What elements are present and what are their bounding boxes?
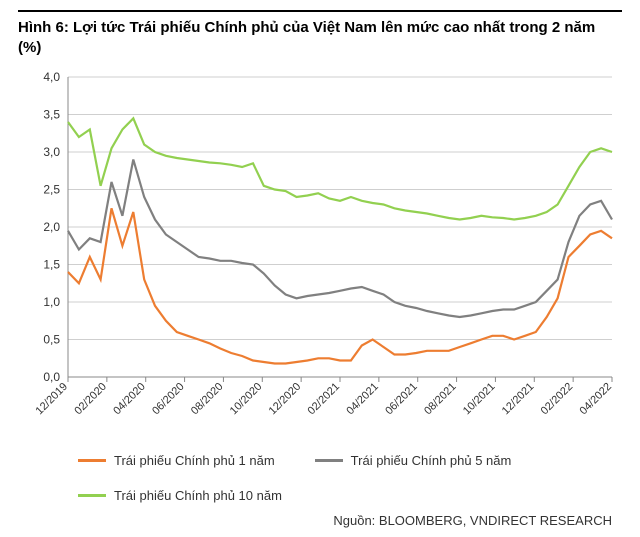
line-chart-svg: 0,00,51,01,52,02,53,03,54,012/201902/202… <box>18 67 622 447</box>
svg-text:02/2020: 02/2020 <box>72 380 109 417</box>
svg-text:10/2021: 10/2021 <box>461 380 498 417</box>
svg-text:0,5: 0,5 <box>43 332 60 346</box>
legend-swatch <box>315 459 343 462</box>
legend-swatch <box>78 459 106 462</box>
svg-text:06/2020: 06/2020 <box>150 380 187 417</box>
svg-text:02/2021: 02/2021 <box>306 380 343 417</box>
legend-label: Trái phiếu Chính phủ 10 năm <box>114 488 282 503</box>
svg-text:3,5: 3,5 <box>43 107 60 121</box>
svg-text:2,5: 2,5 <box>43 182 60 196</box>
chart-title: Hình 6: Lợi tức Trái phiếu Chính phủ của… <box>18 18 622 59</box>
svg-text:12/2021: 12/2021 <box>500 380 537 417</box>
legend-item: Trái phiếu Chính phủ 1 năm <box>78 453 275 468</box>
svg-text:0,0: 0,0 <box>43 370 60 384</box>
svg-text:2,0: 2,0 <box>43 220 60 234</box>
svg-text:02/2022: 02/2022 <box>539 380 576 417</box>
legend-item: Trái phiếu Chính phủ 10 năm <box>78 488 282 503</box>
chart-area: 0,00,51,01,52,02,53,03,54,012/201902/202… <box>18 67 622 447</box>
svg-text:1,0: 1,0 <box>43 295 60 309</box>
svg-text:08/2021: 08/2021 <box>422 380 459 417</box>
svg-text:04/2022: 04/2022 <box>578 380 615 417</box>
series-line <box>68 208 612 363</box>
svg-text:3,0: 3,0 <box>43 145 60 159</box>
svg-text:08/2020: 08/2020 <box>189 380 226 417</box>
legend-label: Trái phiếu Chính phủ 1 năm <box>114 453 275 468</box>
svg-text:12/2020: 12/2020 <box>267 380 304 417</box>
svg-text:06/2021: 06/2021 <box>383 380 420 417</box>
svg-text:12/2019: 12/2019 <box>34 380 71 417</box>
svg-text:4,0: 4,0 <box>43 70 60 84</box>
svg-text:10/2020: 10/2020 <box>228 380 265 417</box>
svg-text:1,5: 1,5 <box>43 257 60 271</box>
legend: Trái phiếu Chính phủ 1 năm Trái phiếu Chí… <box>78 453 622 503</box>
svg-text:04/2021: 04/2021 <box>344 380 381 417</box>
svg-text:04/2020: 04/2020 <box>111 380 148 417</box>
title-rule <box>18 10 622 12</box>
legend-swatch <box>78 494 106 497</box>
figure-container: Hình 6: Lợi tức Trái phiếu Chính phủ của… <box>0 0 640 537</box>
source-label: Nguồn: BLOOMBERG, VNDIRECT RESEARCH <box>18 513 622 528</box>
series-line <box>68 118 612 219</box>
legend-label: Trái phiếu Chính phủ 5 năm <box>351 453 512 468</box>
legend-item: Trái phiếu Chính phủ 5 năm <box>315 453 512 468</box>
